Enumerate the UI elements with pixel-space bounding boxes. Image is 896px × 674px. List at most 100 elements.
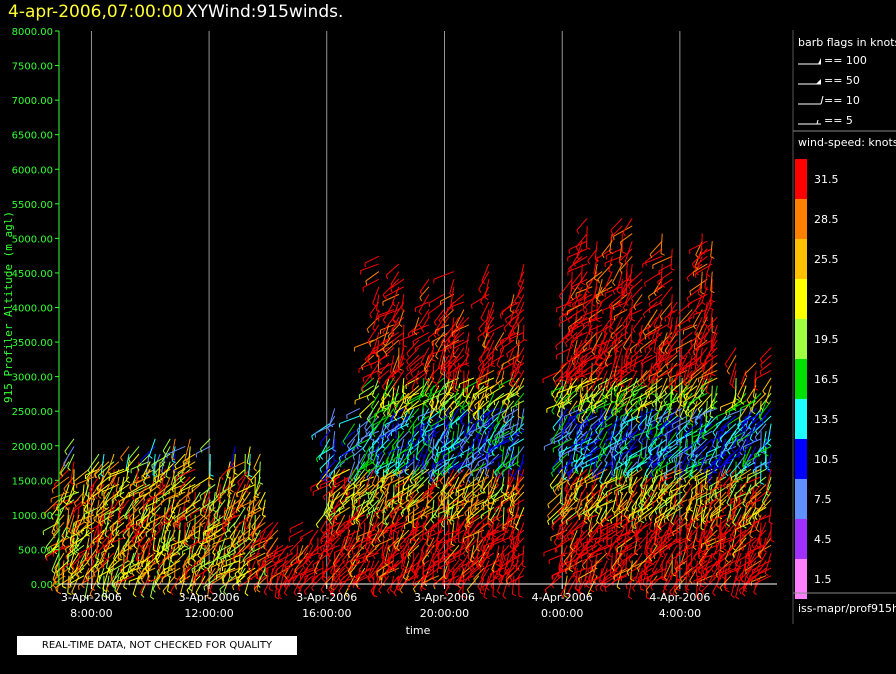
- wind-barb-flag: [237, 481, 240, 487]
- wind-barb: [105, 575, 110, 597]
- wind-barb-flag: [198, 541, 203, 545]
- wind-barb-flag: [173, 477, 176, 482]
- wind-barb: [270, 567, 289, 580]
- wind-barb: [180, 476, 196, 491]
- wind-barb-flag: [314, 570, 318, 575]
- wind-barb: [234, 537, 251, 550]
- wind-barb: [385, 286, 405, 297]
- wind-barb: [203, 545, 206, 567]
- wind-barb-flag: [90, 529, 93, 534]
- wind-barb-flag: [65, 535, 70, 539]
- wind-barb-flag: [119, 553, 122, 559]
- wind-barb-flag: [338, 509, 341, 514]
- wind-barb-flag: [367, 510, 371, 516]
- wind-barb-flag: [386, 436, 390, 441]
- wind-barb-flag: [244, 592, 249, 597]
- wind-barb-flag: [103, 548, 106, 553]
- wind-barb: [359, 484, 375, 496]
- wind-barb-flag: [160, 476, 163, 481]
- wind-barb: [300, 529, 314, 538]
- wind-barb-flag: [376, 526, 380, 531]
- wind-barb: [145, 453, 150, 475]
- wind-barb-flag: [412, 428, 415, 433]
- wind-barb: [420, 408, 430, 422]
- wind-barb-flag: [182, 461, 185, 466]
- wind-barb: [113, 545, 120, 559]
- wind-barb: [235, 476, 246, 495]
- wind-barb-flag: [250, 547, 254, 552]
- wind-barb: [329, 408, 336, 425]
- wind-barb-flag: [121, 551, 124, 556]
- wind-barb-flag: [108, 568, 112, 573]
- wind-barb: [363, 369, 380, 379]
- wind-barb-flag: [227, 505, 232, 509]
- wind-barb-flag: [154, 477, 157, 482]
- wind-barb-flag: [325, 542, 329, 548]
- wind-barb: [373, 491, 385, 512]
- wind-barb: [431, 499, 435, 517]
- wind-barb: [420, 453, 435, 471]
- wind-barb: [233, 454, 236, 473]
- wind-barb: [236, 499, 256, 510]
- wind-barb: [313, 552, 324, 572]
- wind-barb-flag: [67, 467, 71, 471]
- wind-barb: [404, 438, 410, 455]
- wind-barb-flag: [234, 548, 236, 553]
- wind-barb-flag: [366, 396, 370, 401]
- wind-barb: [335, 514, 346, 533]
- wind-barb-flag: [480, 469, 482, 474]
- wind-barb-flag: [186, 589, 190, 594]
- wind-barb: [298, 552, 319, 562]
- wind-barb-flag: [218, 501, 223, 505]
- wind-barb-flag: [72, 511, 75, 516]
- wind-barb: [386, 537, 405, 548]
- wind-barb: [238, 552, 256, 565]
- wind-barb-flag: [352, 456, 355, 461]
- wind-barb-flag: [220, 476, 224, 481]
- wind-barb-flag: [352, 581, 356, 586]
- wind-barb: [90, 568, 95, 589]
- wind-barb-flag: [414, 572, 418, 576]
- wind-barb-flag: [338, 590, 342, 595]
- wind-barb: [270, 560, 279, 575]
- wind-barb-flag: [402, 399, 406, 404]
- wind-barb: [427, 469, 435, 483]
- wind-barb-flag: [328, 497, 331, 502]
- wind-barb-flag: [69, 537, 72, 542]
- wind-barb-flag: [335, 516, 337, 521]
- wind-barb: [108, 552, 120, 569]
- wind-barb-flag: [120, 457, 124, 462]
- wind-barb-flag: [107, 470, 110, 476]
- wind-barb: [103, 506, 120, 521]
- wind-barb-flag: [131, 504, 135, 509]
- wind-barb-flag: [52, 534, 56, 539]
- wind-barb: [171, 438, 176, 458]
- wind-barb-flag: [161, 578, 164, 583]
- wind-barb-flag: [376, 352, 379, 357]
- wind-barb-flag: [377, 375, 381, 380]
- wind-barb-flag: [492, 440, 494, 446]
- wind-barb-flag: [119, 495, 124, 499]
- wind-barb-flag: [479, 591, 484, 595]
- wind-barb-flag: [382, 486, 387, 490]
- wind-barb: [253, 575, 269, 589]
- wind-barb-flag: [142, 483, 147, 487]
- wind-barb: [155, 484, 171, 497]
- wind-barb: [195, 445, 211, 454]
- wind-barb: [115, 476, 120, 492]
- wind-barb: [364, 552, 380, 559]
- wind-barb: [102, 476, 115, 497]
- wind-barb: [63, 446, 75, 464]
- wind-barb-flag: [425, 550, 428, 555]
- wind-barb-flag: [214, 548, 218, 552]
- wind-barb-flag: [399, 362, 404, 366]
- wind-barb-flag: [154, 472, 158, 477]
- wind-barb-flag: [472, 394, 475, 399]
- wind-barb-flag: [259, 533, 262, 538]
- wind-barb: [93, 560, 110, 574]
- wind-barb: [423, 355, 430, 370]
- wind-barb-flag: [356, 471, 359, 476]
- wind-barb-flag: [53, 579, 56, 584]
- wind-barb: [398, 309, 405, 325]
- wind-barb: [170, 469, 176, 485]
